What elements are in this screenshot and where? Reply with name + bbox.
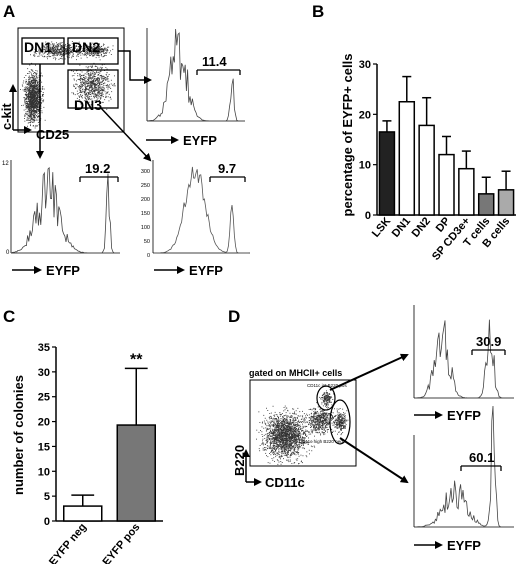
y-tick-label: 20 — [359, 109, 371, 121]
panel-b: B percentage of EYFP+ cells 0102030LSKDN… — [312, 2, 516, 263]
bar-1 — [116, 424, 156, 522]
bar-6 — [497, 189, 515, 216]
y-tick-label: 30 — [359, 59, 371, 71]
dn1-percent: 19.2 — [85, 161, 110, 176]
a-x-axis-label: CD25 — [36, 127, 69, 142]
d-top-percent: 30.9 — [476, 334, 501, 349]
d-gate-title: gated on MHCII+ cells — [249, 368, 342, 378]
c-y-axis-label: number of colonies — [11, 375, 26, 495]
d-x-axis-label: CD11c — [265, 475, 305, 490]
gate-dn3-label: DN3 — [74, 97, 102, 113]
gate-cd11c-int — [316, 385, 336, 411]
bar-2 — [418, 124, 435, 216]
panel-letter-c: C — [3, 307, 15, 326]
y-tick-label: 0 — [44, 516, 50, 528]
gate-dn2-label: DN2 — [72, 39, 100, 55]
y-tick-label: 5 — [44, 491, 50, 503]
bar-3 — [438, 153, 455, 216]
gate-dn3 — [67, 69, 119, 109]
d-dotplot: gated on MHCII+ cells CD11c int B220 pos… — [232, 353, 409, 490]
bar-4 — [458, 167, 475, 216]
dn1-x-label: EYFP — [46, 263, 80, 278]
dn1-tick-top: 12 — [2, 161, 9, 167]
y-tick-label: 30 — [38, 367, 50, 379]
gate-dn1-label: DN1 — [24, 39, 52, 55]
dn1-tick-bottom: 0 — [6, 250, 10, 256]
dn2-x-label: EYFP — [183, 133, 217, 148]
dn3-tick-label: 50 — [144, 239, 150, 245]
dn3-tick-label: 200 — [141, 197, 150, 203]
chart-c: 0 5 10 15 20 25 30 35 EYFP neg EYFP pos ** — [38, 342, 163, 564]
panel-letter-a: A — [3, 2, 15, 21]
category-label: EYFP neg — [47, 521, 89, 564]
dn3-percent: 9.7 — [218, 161, 236, 176]
dn3-tick-label: 300 — [141, 169, 150, 175]
d-bottom-x-label: EYFP — [447, 538, 481, 553]
bar-0 — [63, 505, 103, 522]
b-y-axis-label: percentage of EYFP+ cells — [340, 54, 355, 217]
y-tick-label: 10 — [359, 160, 371, 172]
dn2-percent: 11.4 — [202, 54, 227, 69]
y-tick-label: 25 — [38, 392, 50, 404]
dn3-tick-label: 250 — [141, 183, 150, 189]
category-label: DN2 — [410, 215, 433, 240]
d-top-x-label: EYFP — [447, 408, 481, 423]
hist-d-bottom: 60.1 EYFP — [413, 405, 514, 553]
gate-cd11c-high — [329, 399, 351, 445]
dn3-tick-label: 150 — [141, 211, 150, 217]
dn3-tick-label: 0 — [147, 253, 150, 259]
a-y-axis-label: c-kit — [0, 103, 14, 130]
y-tick-label: 20 — [38, 417, 50, 429]
panel-a: A DN1 DN2 DN3 c-kit CD25 — [0, 2, 250, 278]
dn3-tick-label: 100 — [141, 225, 150, 231]
hist-d-top: 30.9 EYFP — [413, 305, 514, 423]
category-label: EYFP pos — [100, 521, 142, 564]
y-tick-label: 10 — [38, 466, 50, 478]
panel-letter-d: D — [228, 307, 240, 326]
bar-1 — [398, 101, 416, 216]
gate-cd11c-int-label: CD11c int B220 pos — [307, 383, 347, 388]
bar-5 — [477, 193, 495, 216]
y-tick-label: 0 — [365, 210, 371, 222]
significance-label: ** — [130, 351, 143, 368]
hist-dn2: 11.4 EYFP — [146, 28, 245, 148]
d-bottom-percent: 60.1 — [469, 450, 494, 465]
d-y-axis-label: B220 — [232, 445, 247, 476]
gate-cd11c-high-label: CD11c high B220 neg — [299, 439, 343, 444]
category-label: LSK — [370, 215, 393, 240]
y-tick-label: 35 — [38, 342, 50, 354]
hist-dn1: 12 0 19.2 EYFP — [2, 160, 120, 278]
bar-0 — [378, 131, 396, 216]
y-tick-label: 15 — [38, 441, 50, 453]
panel-d: D gated on MHCII+ cells CD11c int B220 p… — [228, 305, 514, 553]
a-dotplot: DN1 DN2 DN3 c-kit CD25 — [0, 27, 152, 162]
hist-dn3: 300 250 200 150 100 50 0 9.7 EYFP — [141, 160, 250, 278]
panel-c: C number of colonies 0 5 10 15 20 25 30 35 EYFP … — [3, 307, 163, 564]
gate-dn1 — [21, 37, 65, 65]
panel-letter-b: B — [312, 2, 324, 21]
category-label: DN1 — [390, 215, 413, 240]
dn3-x-label: EYFP — [189, 263, 223, 278]
